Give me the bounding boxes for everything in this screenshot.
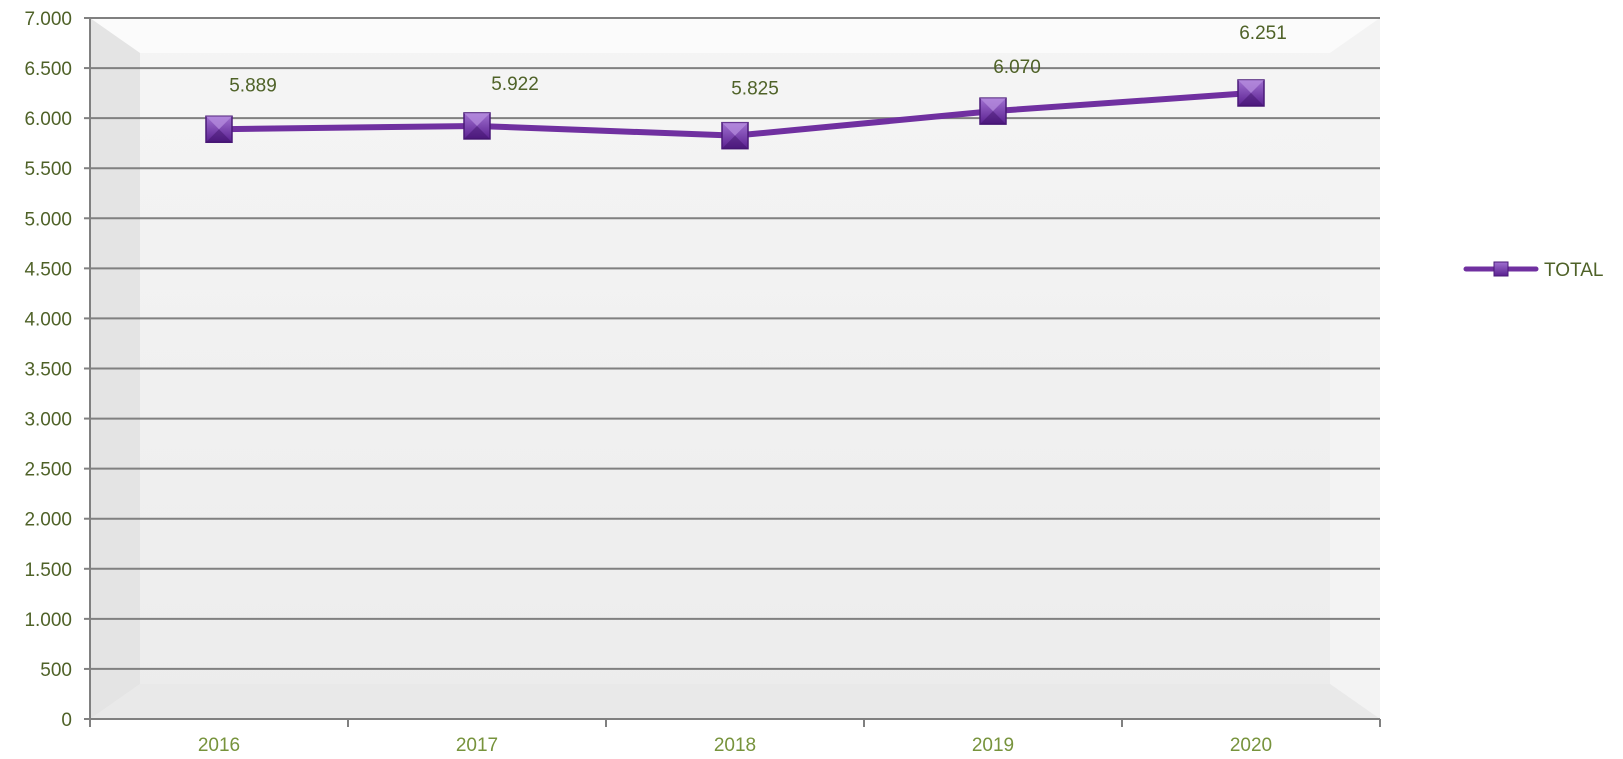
x-tick-label: 2017 (456, 735, 498, 756)
data-label: 6.251 (1239, 23, 1287, 44)
y-tick-label: 500 (40, 660, 72, 681)
marker-bevel-bottom (464, 125, 490, 139)
data-label: 5.825 (731, 79, 779, 100)
y-tick-label: 2.500 (24, 460, 72, 481)
y-tick-label: 7.000 (24, 9, 72, 30)
data-point-marker (463, 112, 491, 140)
y-tick-label: 2.000 (24, 510, 72, 531)
gridlines (90, 17, 1380, 670)
data-point-marker (979, 97, 1007, 125)
y-tick-label: 5.500 (24, 159, 72, 180)
marker-bevel-top (980, 98, 1006, 112)
y-tick-label: 1.500 (24, 560, 72, 581)
marker-bevel-top (464, 112, 490, 126)
marker-bevel-top (1238, 80, 1264, 94)
marker-bevel-bottom (722, 135, 748, 149)
y-axis: 0 500 1.000 1.500 2.000 2.500 3.000 3.500 4.000 4… (24, 9, 91, 731)
legend: TOTAL (1463, 260, 1603, 281)
x-tick-label: 2020 (1230, 735, 1272, 756)
data-label: 6.070 (993, 57, 1041, 78)
y-tick-label: 1.000 (24, 610, 72, 631)
x-tick-label: 2016 (198, 735, 240, 756)
wall-bevel-bottom (90, 684, 1380, 719)
y-tick-label: 3.000 (24, 410, 72, 431)
x-tick-label: 2019 (972, 735, 1014, 756)
marker-bevel-bottom (1238, 93, 1264, 107)
data-point-marker (205, 115, 233, 144)
legend-marker-swatch (1493, 261, 1509, 277)
x-tick-label: 2018 (714, 735, 756, 756)
y-tick-label: 5.000 (24, 209, 72, 230)
y-tick-label: 0 (61, 710, 72, 731)
y-tick-label: 6.500 (24, 59, 72, 80)
marker-bevel-bottom (206, 129, 232, 143)
y-tick-label: 4.000 (24, 309, 72, 330)
y-tick-label: 3.500 (24, 360, 72, 381)
marker-bevel-bottom (980, 111, 1006, 125)
x-axis: 2016 2017 2018 2019 2020 (89, 718, 1381, 756)
data-labels: 5.889 5.922 5.825 6.070 6.251 (229, 23, 1287, 100)
data-label: 5.922 (491, 74, 539, 95)
marker-bevel-top (206, 116, 232, 130)
y-tick-label: 6.000 (24, 109, 72, 130)
y-tick-label: 4.500 (24, 259, 72, 280)
wall-bevel-top (90, 18, 1380, 53)
data-point-marker (1237, 79, 1265, 107)
data-point-marker (721, 121, 749, 150)
series-total (205, 79, 1265, 150)
marker-bevel-top (722, 122, 748, 136)
data-label: 5.889 (229, 75, 277, 96)
legend-label-total: TOTAL (1544, 260, 1603, 281)
